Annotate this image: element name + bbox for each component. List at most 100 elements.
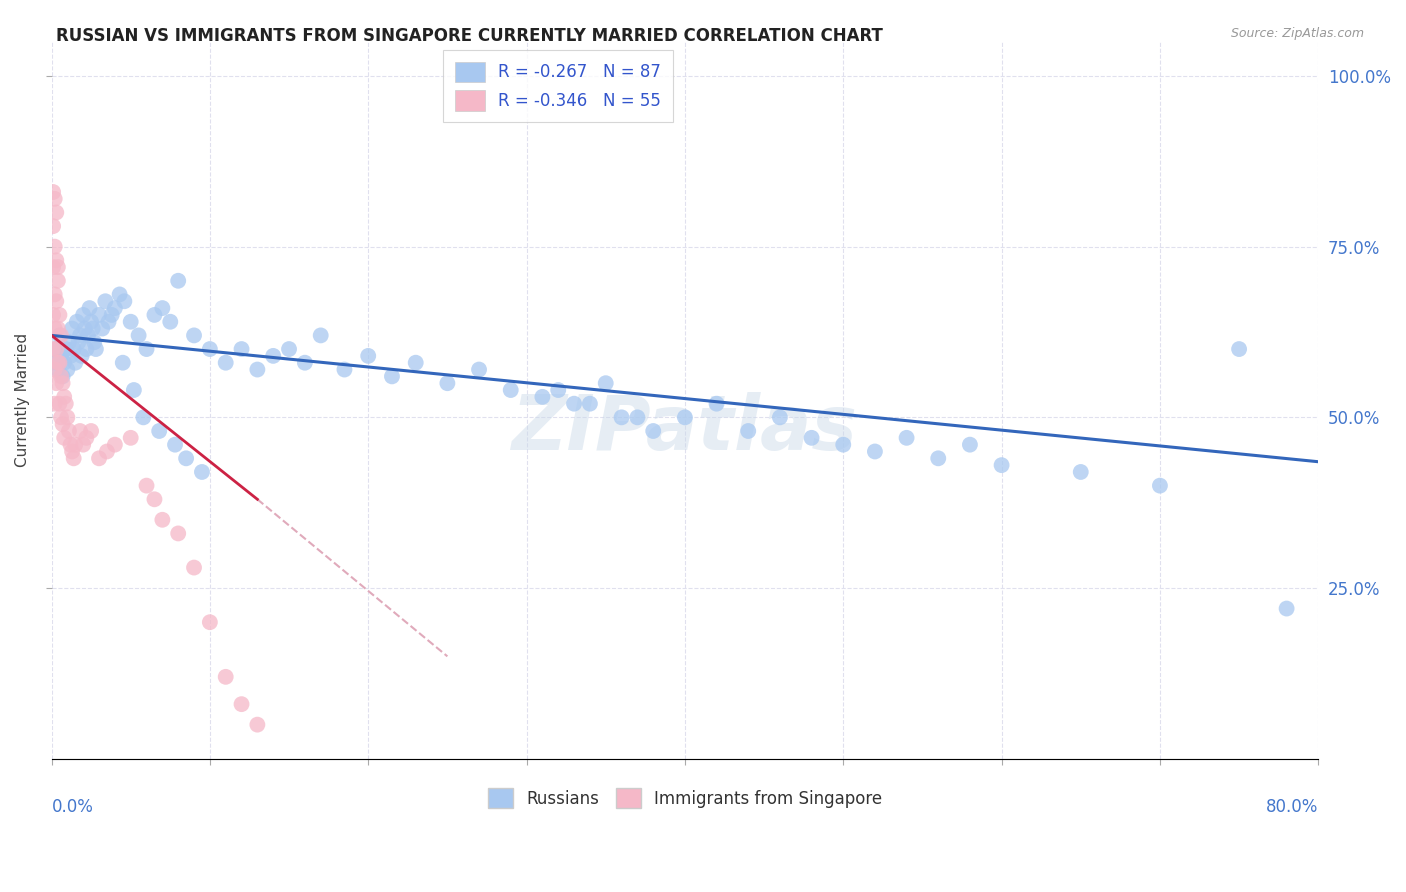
Point [49, 410, 72, 425]
Point [45, 253, 67, 268]
Point [44, 239, 66, 253]
Point [673, 410, 696, 425]
Point [927, 451, 949, 466]
Text: 0.0%: 0.0% [52, 798, 93, 816]
Point [128, 328, 150, 343]
Point [62, 342, 84, 356]
Point [87, 451, 110, 466]
Point [73, 321, 96, 335]
Point [49, 328, 72, 343]
Point [49, 349, 72, 363]
Point [150, 513, 173, 527]
Point [46, 321, 69, 335]
Point [75, 342, 97, 356]
Point [77, 328, 100, 343]
Point [53, 390, 76, 404]
Point [53, 431, 76, 445]
Point [547, 383, 569, 397]
Point [468, 362, 491, 376]
Point [309, 328, 332, 343]
Point [198, 615, 221, 630]
Point [231, 697, 253, 711]
Point [104, 301, 127, 315]
Point [108, 287, 131, 301]
Point [231, 342, 253, 356]
Point [595, 376, 617, 391]
Point [278, 342, 301, 356]
Point [60, 321, 83, 335]
Point [381, 369, 404, 384]
Point [44, 192, 66, 206]
Point [111, 356, 134, 370]
Point [1149, 478, 1171, 492]
Point [60, 444, 83, 458]
Point [135, 342, 157, 356]
Point [44, 321, 66, 335]
Point [562, 397, 585, 411]
Point [62, 451, 84, 466]
Point [52, 369, 75, 384]
Point [67, 335, 90, 350]
Point [262, 349, 284, 363]
Point [46, 356, 69, 370]
Point [737, 424, 759, 438]
Point [56, 362, 79, 376]
Point [215, 356, 238, 370]
Point [990, 458, 1012, 472]
Point [132, 410, 155, 425]
Point [148, 424, 170, 438]
Point [52, 376, 75, 391]
Point [706, 397, 728, 411]
Point [45, 356, 67, 370]
Point [579, 397, 602, 411]
Point [42, 185, 65, 199]
Point [45, 376, 67, 391]
Point [45, 205, 67, 219]
Point [167, 274, 190, 288]
Point [59, 349, 82, 363]
Point [79, 301, 101, 315]
Point [120, 431, 142, 445]
Point [83, 335, 105, 350]
Point [44, 342, 66, 356]
Point [863, 444, 886, 458]
Point [167, 526, 190, 541]
Text: RUSSIAN VS IMMIGRANTS FROM SINGAPORE CURRENTLY MARRIED CORRELATION CHART: RUSSIAN VS IMMIGRANTS FROM SINGAPORE CUR… [56, 27, 883, 45]
Point [531, 390, 554, 404]
Point [150, 301, 173, 315]
Point [436, 376, 458, 391]
Point [800, 431, 823, 445]
Point [112, 294, 135, 309]
Point [94, 294, 117, 309]
Point [832, 437, 855, 451]
Point [75, 431, 97, 445]
Point [120, 315, 142, 329]
Point [55, 342, 77, 356]
Point [191, 465, 214, 479]
Point [69, 424, 91, 438]
Point [1070, 465, 1092, 479]
Point [58, 424, 80, 438]
Point [769, 410, 792, 425]
Point [122, 383, 145, 397]
Point [42, 342, 65, 356]
Point [82, 321, 104, 335]
Point [87, 308, 110, 322]
Point [183, 560, 205, 574]
Point [1275, 601, 1298, 615]
Point [59, 437, 82, 451]
Point [49, 369, 72, 384]
Point [48, 397, 70, 411]
Point [72, 308, 94, 322]
Point [1227, 342, 1250, 356]
Point [42, 308, 65, 322]
Point [96, 444, 118, 458]
Legend: Russians, Immigrants from Singapore: Russians, Immigrants from Singapore [481, 781, 889, 815]
Point [66, 315, 89, 329]
Text: Source: ZipAtlas.com: Source: ZipAtlas.com [1230, 27, 1364, 40]
Point [45, 294, 67, 309]
Point [333, 362, 356, 376]
Point [48, 356, 70, 370]
Point [198, 342, 221, 356]
Point [44, 362, 66, 376]
